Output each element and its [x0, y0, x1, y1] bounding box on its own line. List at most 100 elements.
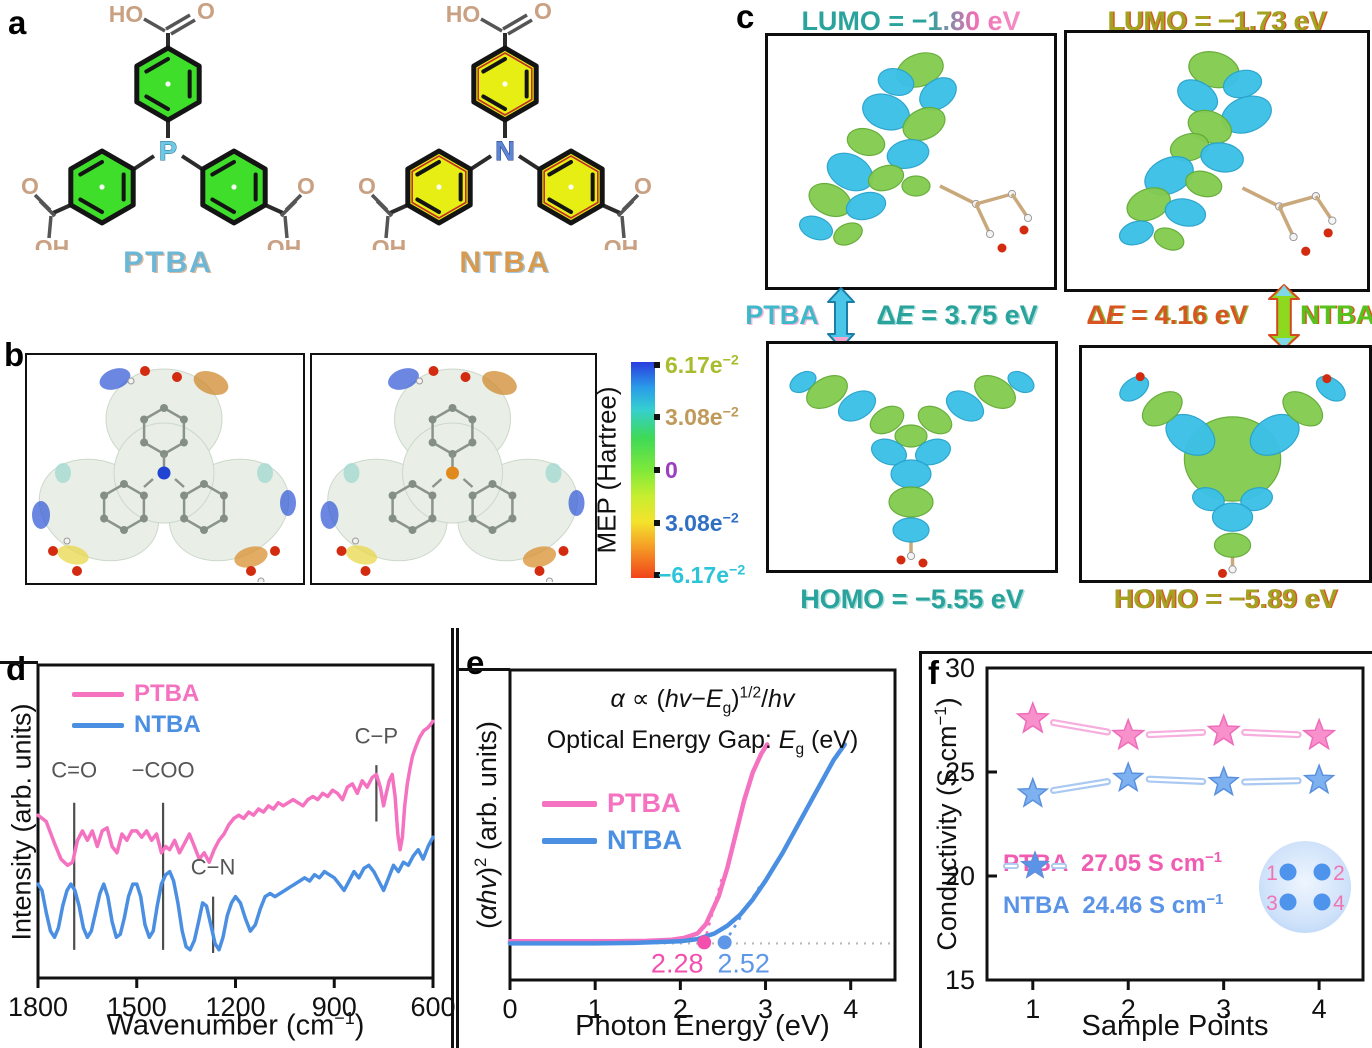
svg-text:1500: 1500 — [107, 992, 167, 1022]
ntba-structure-drawing: HO O O OH O OH N — [358, 2, 652, 250]
lumo-orbital-box-ntba — [1064, 30, 1370, 292]
svg-text:30: 30 — [945, 653, 975, 683]
ftir-y-axis-label: Intensity (arb. units) — [6, 703, 37, 941]
panel-label-e: e — [466, 644, 485, 681]
svg-text:15: 15 — [945, 965, 975, 995]
colorbar-tick-1: 6.17e−2 — [665, 352, 739, 378]
ftir-chart: 1800 1500 1200 900 600 C=O −COO C−N C−P — [8, 663, 455, 1022]
svg-text:2: 2 — [1333, 862, 1345, 885]
svg-text:C=O: C=O — [51, 758, 97, 783]
homo-energy-ptba: HOMO = −5.55 eV — [800, 584, 1024, 614]
ftir-legend: PTBA NTBA — [72, 680, 201, 739]
svg-text:−COO: −COO — [132, 758, 195, 783]
svg-text:20: 20 — [945, 861, 975, 891]
svg-text:3: 3 — [1266, 892, 1278, 915]
svg-text:OH: OH — [604, 235, 639, 250]
svg-text:2: 2 — [1121, 994, 1136, 1024]
svg-text:O: O — [634, 173, 652, 199]
molecule-name-ntba: NTBA — [459, 246, 551, 279]
svg-text:P: P — [159, 136, 177, 166]
panel-label-d: d — [6, 650, 27, 687]
panel-label-f: f — [928, 654, 939, 691]
energy-gap-arrow-ptba — [827, 287, 855, 349]
tauc-legend: PTBA NTBA — [542, 788, 682, 856]
svg-text:O: O — [358, 173, 376, 199]
tauc-y-axis-label: (αhv)2 (arb. units) — [471, 721, 502, 929]
legend-item-ptba: PTBA — [72, 680, 201, 708]
divider-d-e-outer — [451, 628, 454, 1048]
mep-surface-image-n-center — [32, 366, 296, 585]
homo-energy-ntba: HOMO = −5.89 eV — [1113, 584, 1338, 614]
tauc-x-axis-label: Photon Energy (eV) — [575, 1010, 830, 1042]
conductivity-x-axis-label: Sample Points — [1081, 1010, 1269, 1042]
lumo-energy-ptba: LUMO = −1.80 eV — [765, 6, 1057, 37]
panel-e-border-stub — [458, 668, 510, 671]
lumo-orbital-image-ntba — [1118, 51, 1337, 256]
colorbar-tick-4: 3.08e−2 — [665, 510, 739, 536]
homo-orbital-box-ptba — [766, 341, 1058, 573]
panel-f-top-border — [919, 651, 1372, 654]
panel-label-c: c — [736, 0, 755, 35]
svg-text:2.28: 2.28 — [651, 948, 704, 978]
divider-e-f — [919, 653, 922, 1048]
colorbar-tick-5: −6.17e−2 — [658, 562, 746, 588]
lumo-orbital-image-ptba — [798, 52, 1033, 253]
svg-text:4: 4 — [1312, 994, 1327, 1024]
lumo-orbital-box-ptba — [765, 33, 1057, 290]
svg-text:1800: 1800 — [8, 992, 68, 1022]
panel-d-border-stub — [0, 661, 38, 664]
svg-text:3: 3 — [758, 994, 773, 1024]
legend-item-ptba: PTBA — [542, 788, 682, 819]
svg-text:HO: HO — [446, 2, 481, 27]
homo-orbital-image-ptba — [789, 370, 1035, 568]
svg-text:25: 25 — [945, 757, 975, 787]
molecule-label-ptba-c: PTBA — [745, 300, 819, 330]
energy-gap-arrow-ntba — [1268, 284, 1300, 350]
svg-text:3: 3 — [1216, 994, 1231, 1024]
colorbar-tick-2: 3.08e−2 — [665, 404, 739, 430]
svg-text:C−N: C−N — [191, 855, 236, 880]
svg-text:C−P: C−P — [355, 723, 398, 748]
conductivity-y-axis-label: Conductivity (S cm−1) — [931, 697, 962, 951]
legend-item-ntba: NTBA — [542, 825, 682, 856]
conductivity-chart: 1 2 3 4 15 20 25 30 — [945, 653, 1365, 1024]
mep-colorbar-title: MEP (Hartree) — [591, 386, 622, 554]
divider-d-e-inner — [456, 628, 459, 1048]
mep-map-box-right — [310, 353, 597, 585]
tauc-chart: 0 1 2 3 4 2.28 2.52 — [502, 668, 897, 1024]
tauc-formula: α ∝ (hv−Eg)1/2/hv — [610, 684, 795, 717]
svg-text:1200: 1200 — [205, 992, 265, 1022]
svg-text:2.52: 2.52 — [717, 948, 770, 978]
colorbar-tick-3: 0 — [665, 457, 678, 483]
tauc-chart-panel: 0 1 2 3 4 2.28 2.52 α ∝ (hv−Eg)1/2/hv Optical … — [457, 650, 908, 1048]
panel-label-a: a — [8, 4, 27, 41]
svg-text:OH: OH — [267, 235, 302, 250]
svg-text:4: 4 — [1333, 892, 1345, 915]
homo-orbital-box-ntba — [1079, 345, 1372, 583]
ptba-structure-drawing: HO O O OH O OH P — [21, 2, 315, 250]
svg-text:N: N — [495, 136, 515, 166]
svg-text:600: 600 — [410, 992, 455, 1022]
molecule-label-ntba-c: NTBA — [1300, 300, 1372, 330]
mep-colorbar — [631, 362, 660, 578]
sample-points-inset: 1 2 3 4 — [1259, 841, 1351, 933]
svg-text:1: 1 — [1025, 994, 1040, 1024]
svg-text:1: 1 — [588, 994, 603, 1024]
ftir-chart-panel: 1800 1500 1200 900 600 C=O −COO C−N C−P PTBA NTBA… — [0, 650, 455, 1048]
mep-surface-image-p-center — [320, 366, 585, 585]
svg-text:O: O — [21, 173, 39, 199]
svg-text:O: O — [297, 173, 315, 199]
svg-text:OH: OH — [372, 235, 407, 250]
svg-text:O: O — [197, 2, 215, 24]
svg-text:0: 0 — [502, 994, 517, 1024]
colorbar-gradient — [631, 362, 655, 578]
energy-gap-ntba: ΔE = 4.16 eV — [1086, 300, 1248, 330]
energy-gap-ptba: ΔE = 3.75 eV — [876, 300, 1038, 330]
svg-text:2: 2 — [673, 994, 688, 1024]
svg-text:4: 4 — [843, 994, 858, 1024]
homo-orbital-image-ntba — [1119, 372, 1346, 578]
svg-text:1: 1 — [1266, 862, 1278, 885]
legend-item-ntba: NTBA — [72, 711, 201, 739]
legend-item-ntba: NTBA 24.46 S cm−1 — [1003, 850, 1223, 920]
